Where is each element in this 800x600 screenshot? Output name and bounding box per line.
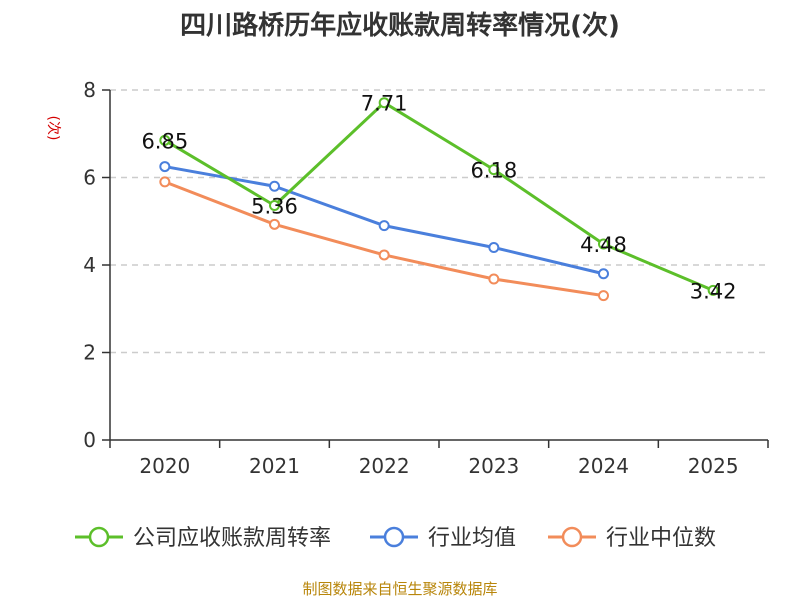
y-tick-label: 8 xyxy=(83,78,96,102)
legend-label: 行业均值 xyxy=(428,526,516,551)
data-point xyxy=(707,284,719,296)
y-axis-label: (次) xyxy=(45,116,61,141)
data-point xyxy=(488,242,500,253)
legend-marker xyxy=(88,526,110,548)
legend-item-1[interactable]: 公司应收账款周转率 xyxy=(75,526,331,551)
data-point xyxy=(378,220,390,232)
data-point xyxy=(488,164,500,176)
x-tick-label: 2024 xyxy=(578,454,629,478)
x-tick-label: 2022 xyxy=(359,454,410,478)
chart-title: 四川路桥历年应收账款周转率情况(次) xyxy=(180,10,620,41)
x-tick-label: 2023 xyxy=(468,454,519,478)
source-note: 制图数据来自恒生聚源数据库 xyxy=(302,580,497,598)
legend-item-2[interactable]: 行业均值 xyxy=(370,526,516,551)
x-tick-label: 2021 xyxy=(249,454,300,478)
data-point xyxy=(269,180,280,192)
x-tick-label: 2025 xyxy=(688,454,739,478)
data-point xyxy=(159,134,171,146)
data-point xyxy=(378,97,390,109)
series-group xyxy=(159,97,719,302)
legend-marker xyxy=(561,526,583,548)
data-point xyxy=(159,161,171,173)
data-point xyxy=(598,268,609,280)
data-point xyxy=(378,249,390,261)
data-label: 6.85 xyxy=(141,129,188,153)
data-label: 5.36 xyxy=(251,195,298,219)
data-point xyxy=(269,200,280,211)
y-tick-label: 4 xyxy=(83,253,96,277)
legend[interactable]: 公司应收账款周转率 行业均值 行业中位数 xyxy=(75,526,716,551)
data-labels: 6.85 5.36 7.71 6.18 4.48 3.42 xyxy=(141,92,736,304)
legend-item-3[interactable]: 行业中位数 xyxy=(548,526,716,551)
gridlines xyxy=(110,89,768,354)
legend-label: 公司应收账款周转率 xyxy=(133,526,331,551)
series-line-1 xyxy=(164,101,714,292)
data-label: 4.48 xyxy=(580,233,627,257)
data-label: 6.18 xyxy=(470,159,517,183)
data-point xyxy=(159,176,171,188)
y-tick-label: 6 xyxy=(83,166,96,190)
y-tick-label: 2 xyxy=(83,341,96,365)
data-point xyxy=(488,273,500,285)
data-point xyxy=(598,238,609,250)
x-tick-label: 2020 xyxy=(139,454,190,478)
data-point xyxy=(269,218,280,230)
legend-marker xyxy=(383,526,405,548)
legend-label: 行业中位数 xyxy=(606,526,716,551)
axes: 0 2 4 6 8 2020 2021 2022 2023 2024 2025 xyxy=(83,78,769,478)
data-point xyxy=(598,290,609,302)
y-tick-label: 0 xyxy=(83,428,96,452)
data-label: 7.71 xyxy=(361,92,408,116)
data-label: 3.42 xyxy=(690,279,737,303)
